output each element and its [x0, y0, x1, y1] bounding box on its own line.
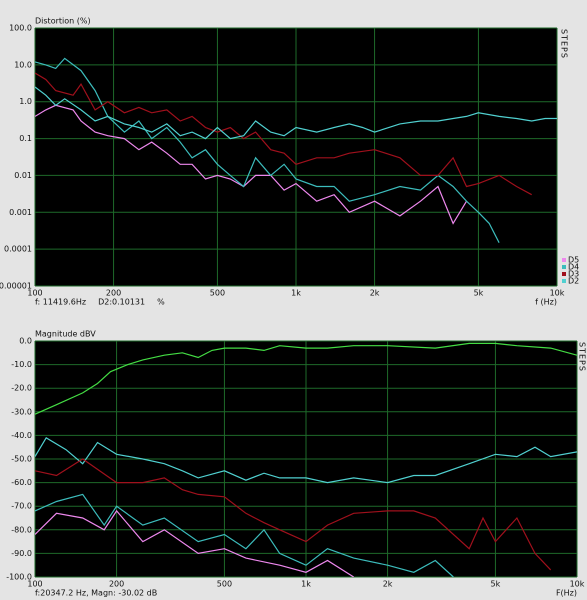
- y-tick-label: -90.0: [11, 549, 32, 558]
- plot-lines: [35, 342, 577, 577]
- y-tick-label: -40.0: [11, 431, 32, 440]
- y-tick-label: 0.001: [9, 208, 32, 217]
- x-axis-label: f (Hz): [535, 298, 557, 307]
- cursor-readout: f:20347.2 Hz, Magn: -30.02 dB: [35, 589, 157, 598]
- y-tick-label: -80.0: [11, 525, 32, 534]
- y-tick-label: 10.0: [14, 60, 32, 69]
- x-tick-label: 100: [27, 580, 42, 589]
- series-line: [35, 436, 577, 484]
- x-tick-label: 500: [217, 580, 232, 589]
- legend-label: D5: [568, 256, 579, 265]
- series-line: [35, 57, 500, 243]
- y-tick-label: -20.0: [11, 384, 32, 393]
- y-tick-label: 0.0001: [4, 245, 32, 254]
- y-tick-label: 0.1: [19, 134, 32, 143]
- side-label: STEPS: [578, 342, 587, 372]
- legend-marker: [562, 272, 566, 276]
- y-tick-label: -30.0: [11, 407, 32, 416]
- x-tick-label: 1k: [301, 580, 311, 589]
- x-tick-label: 200: [109, 580, 124, 589]
- side-label: STEPS: [560, 29, 569, 59]
- legend-label: D3: [568, 270, 579, 279]
- series-line: [35, 509, 355, 577]
- x-tick-label: 200: [106, 289, 121, 298]
- legend-label: D2: [568, 277, 579, 286]
- legend-label: D4: [568, 263, 579, 272]
- series-line: [35, 72, 532, 196]
- chart-title: Distortion (%): [35, 17, 91, 26]
- legend-marker: [562, 265, 566, 269]
- y-tick-label: 100.0: [9, 24, 32, 33]
- x-tick-label: 5k: [491, 580, 501, 589]
- x-tick-label: 5k: [474, 289, 484, 298]
- y-tick-label: -100.0: [6, 573, 32, 582]
- series-line: [35, 342, 577, 415]
- x-tick-label: 2k: [370, 289, 380, 298]
- series-line: [35, 458, 552, 571]
- cursor-readout: f: 11419.6Hz: [35, 298, 86, 307]
- plot-lines: [35, 57, 557, 243]
- chart-title: Magnitude dBV: [35, 330, 96, 339]
- series-line: [35, 493, 454, 577]
- y-tick-label: 0.00001: [0, 282, 32, 291]
- y-tick-label: -10.0: [11, 360, 32, 369]
- y-tick-label: -60.0: [11, 478, 32, 487]
- x-tick-label: 10k: [570, 580, 585, 589]
- series-line: [35, 86, 557, 140]
- cursor-readout: %: [157, 298, 165, 307]
- x-axis-label: F(Hz): [556, 589, 577, 598]
- x-tick-label: 500: [210, 289, 225, 298]
- y-tick-label: -70.0: [11, 502, 32, 511]
- y-tick-label: 0.0: [19, 337, 32, 346]
- y-tick-label: 1.0: [19, 97, 32, 106]
- x-tick-label: 10k: [550, 289, 565, 298]
- y-tick-label: 0.01: [14, 171, 32, 180]
- y-tick-label: -50.0: [11, 455, 32, 464]
- cursor-readout: D2:0.10131: [98, 298, 145, 307]
- series-line: [35, 104, 468, 225]
- legend-marker: [562, 279, 566, 283]
- x-tick-label: 1k: [291, 289, 301, 298]
- x-tick-label: 100: [27, 289, 42, 298]
- x-tick-label: 2k: [383, 580, 393, 589]
- legend-marker: [562, 258, 566, 262]
